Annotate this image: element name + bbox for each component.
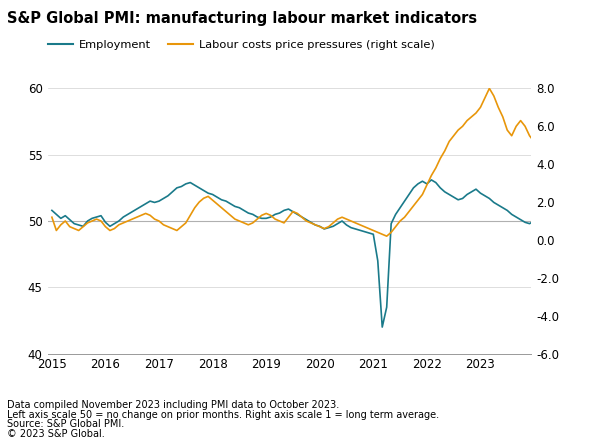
Text: © 2023 S&P Global.: © 2023 S&P Global. (7, 429, 105, 439)
Text: Left axis scale 50 = no change on prior months. Right axis scale 1 = long term a: Left axis scale 50 = no change on prior … (7, 410, 439, 420)
Text: Source: S&P Global PMI.: Source: S&P Global PMI. (7, 419, 124, 430)
Text: S&P Global PMI: manufacturing labour market indicators: S&P Global PMI: manufacturing labour mar… (7, 11, 477, 26)
Text: Data compiled November 2023 including PMI data to October 2023.: Data compiled November 2023 including PM… (7, 400, 339, 410)
Legend: Employment, Labour costs price pressures (right scale): Employment, Labour costs price pressures… (43, 36, 439, 55)
